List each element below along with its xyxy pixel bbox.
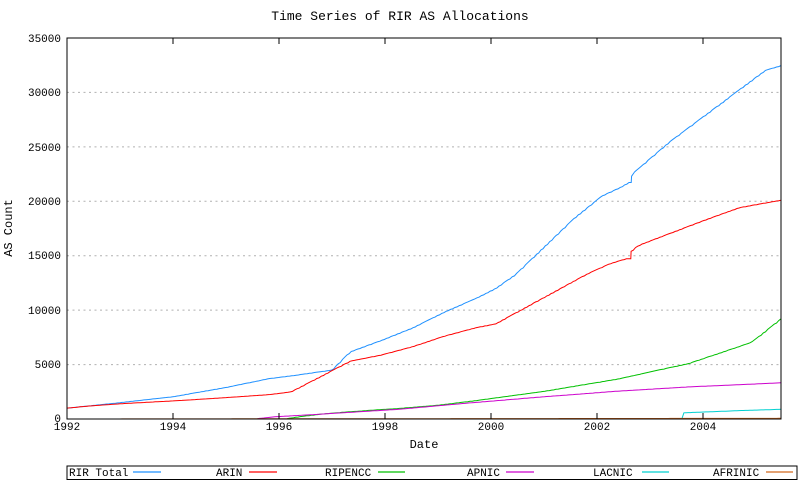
svg-text:1992: 1992 [54,422,80,434]
svg-text:RIR Total: RIR Total [69,468,128,480]
svg-text:Date: Date [410,438,439,452]
svg-text:30000: 30000 [28,88,61,100]
svg-text:10000: 10000 [28,306,61,318]
svg-text:APNIC: APNIC [467,468,500,480]
svg-text:ARIN: ARIN [216,468,242,480]
svg-text:RIPENCC: RIPENCC [325,468,372,480]
svg-text:2000: 2000 [478,422,504,434]
svg-text:15000: 15000 [28,251,61,263]
svg-text:35000: 35000 [28,34,61,46]
svg-text:2002: 2002 [584,422,610,434]
svg-text:2004: 2004 [690,422,717,434]
svg-text:1996: 1996 [266,422,292,434]
svg-text:5000: 5000 [35,360,61,372]
svg-text:25000: 25000 [28,143,61,155]
svg-text:1998: 1998 [372,422,398,434]
svg-text:20000: 20000 [28,197,61,209]
svg-text:AFRINIC: AFRINIC [713,468,760,480]
svg-text:LACNIC: LACNIC [593,468,633,480]
svg-text:AS Count: AS Count [2,199,16,257]
svg-text:1994: 1994 [160,422,187,434]
svg-text:Time Series of RIR AS Allocati: Time Series of RIR AS Allocations [271,9,528,24]
